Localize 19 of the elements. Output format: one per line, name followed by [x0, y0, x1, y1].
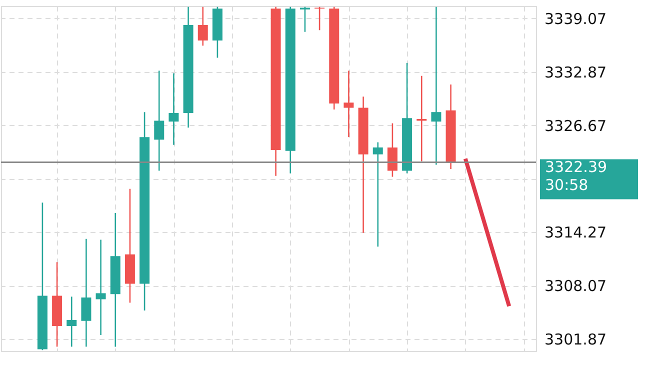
y-tick-label: 3332.87	[544, 63, 607, 82]
y-tick-label: 3339.07	[544, 10, 607, 28]
candlestick	[66, 296, 77, 348]
candlestick	[387, 122, 398, 178]
candlestick	[300, 6, 310, 33]
candlestick	[431, 6, 442, 166]
y-tick-label: 3301.87	[544, 330, 607, 349]
candlestick	[314, 6, 325, 31]
ref-line-label: 3322.39 30:58	[545, 158, 608, 194]
candlestick	[344, 70, 354, 138]
candlestick	[168, 72, 179, 146]
candlestick	[96, 239, 106, 336]
candlestick	[372, 142, 383, 248]
y-tick-label: 3308.07	[544, 277, 607, 296]
candlestick	[154, 70, 164, 172]
candlestick	[81, 238, 92, 348]
y-tick-label: 3326.67	[544, 116, 607, 135]
y-tick-label: 3314.27	[544, 224, 607, 242]
candlestick	[198, 6, 208, 46]
